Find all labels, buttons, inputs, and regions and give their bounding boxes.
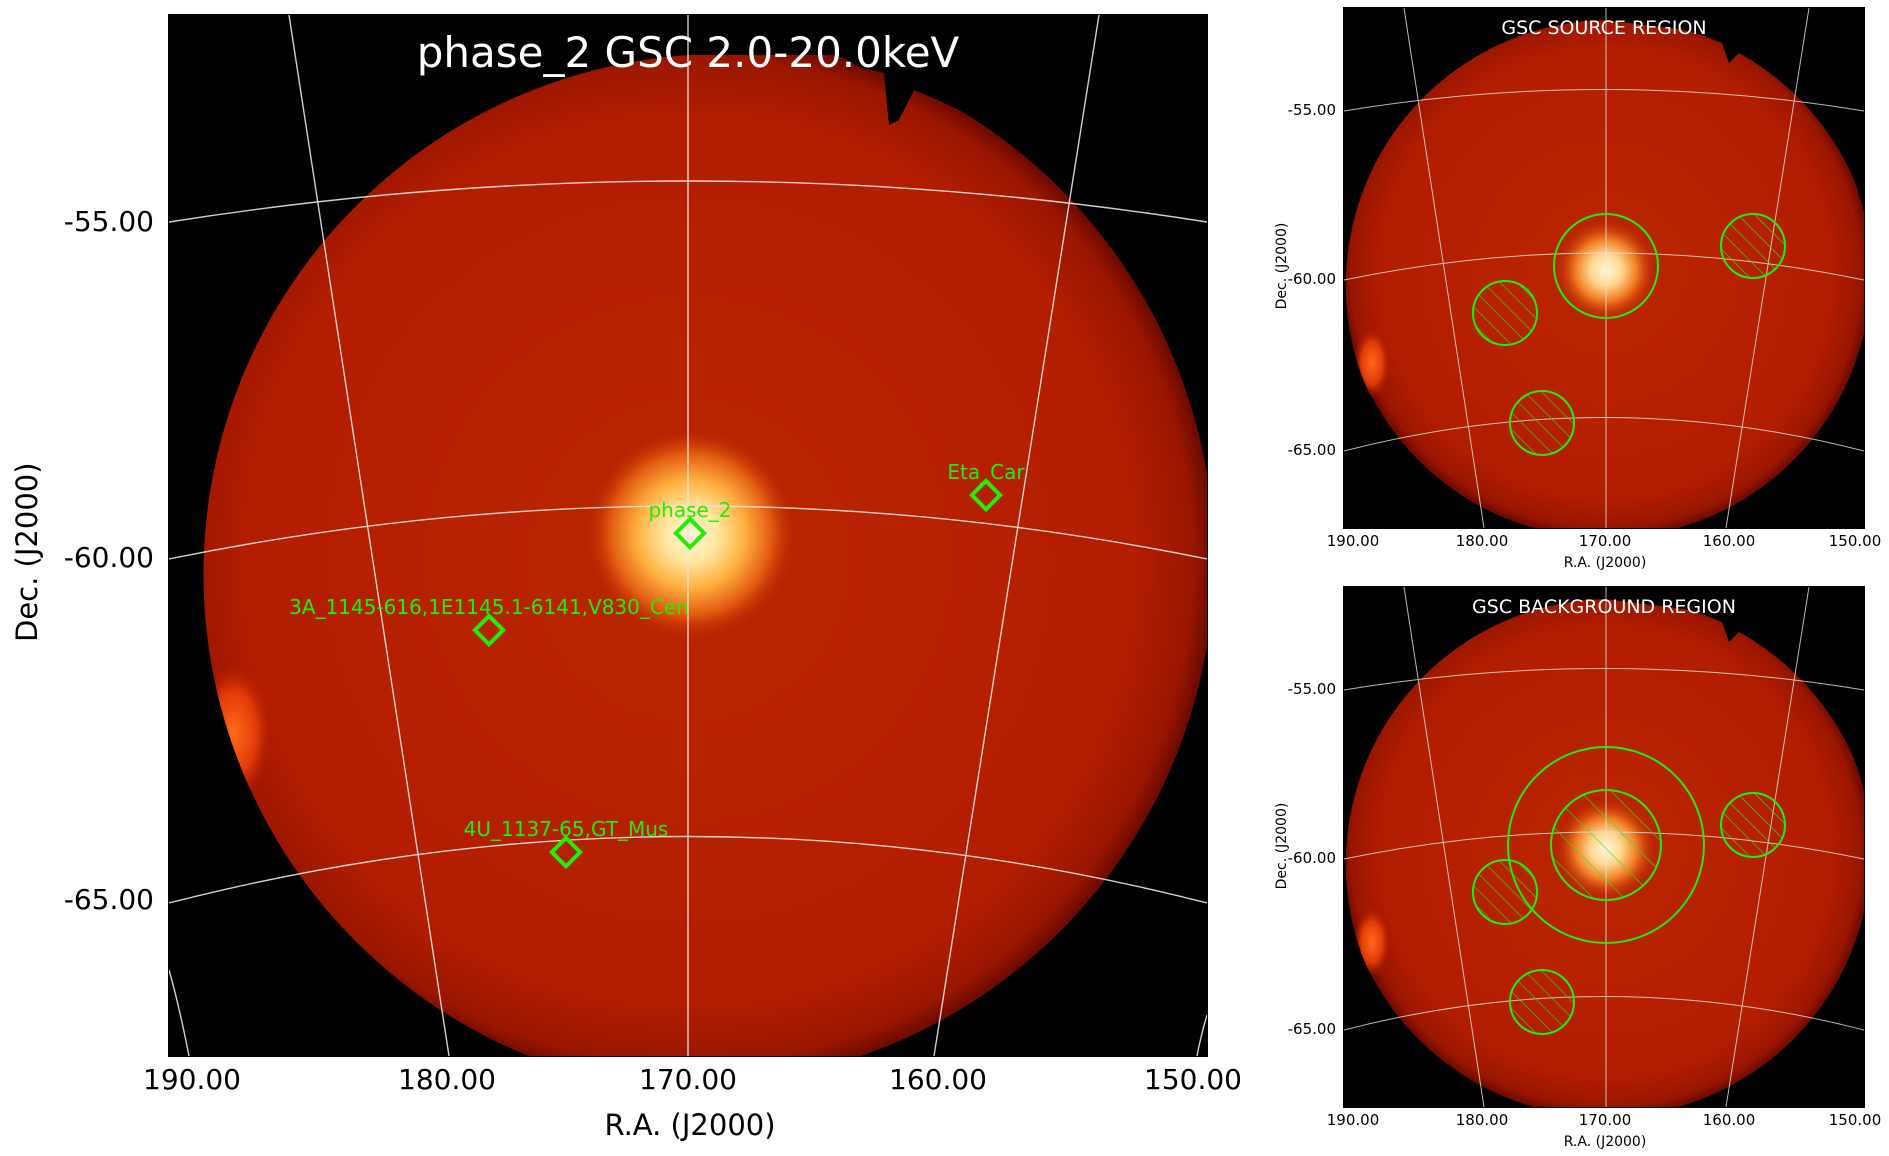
excluded-region-circle[interactable] [1472, 859, 1538, 925]
main-title: phase_2 GSC 2.0-20.0keV [417, 28, 960, 77]
background-region-image[interactable]: GSC BACKGROUND REGION [1343, 586, 1865, 1108]
main-y-tick: -65.00 [63, 883, 154, 916]
marker-phase-2[interactable] [673, 516, 707, 551]
main-x-axis-label: R.A. (J2000) [604, 1108, 776, 1142]
background-x-tick: 150.00 [1828, 1111, 1882, 1129]
background-y-tick: -55.00 [1287, 680, 1336, 698]
main-x-tick: 150.00 [1144, 1063, 1242, 1096]
main-x-tick: 190.00 [143, 1063, 241, 1096]
background-x-tick: 170.00 [1578, 1111, 1632, 1129]
main-y-tick: -55.00 [63, 205, 154, 238]
source-y-axis-label: Dec. (J2000) [1274, 222, 1290, 310]
source-x-axis-label: R.A. (J2000) [1563, 555, 1647, 571]
label-3a-1145: 3A_1145-616,1E1145.1-6141,V830_Cen [289, 595, 689, 619]
background-region-svg: GSC BACKGROUND REGION [1344, 587, 1864, 1107]
marker-eta-car[interactable] [969, 478, 1003, 513]
source-x-tick: 160.00 [1702, 532, 1756, 550]
source-markers [472, 478, 1003, 870]
source-y-tick: -60.00 [1287, 270, 1336, 288]
main-y-axis-label: Dec. (J2000) [10, 462, 44, 642]
label-4u-1137: 4U_1137-65,GT_Mus [464, 817, 669, 841]
label-eta-car: Eta_Car [947, 460, 1025, 484]
source-extraction-circle[interactable] [1553, 213, 1659, 319]
source-x-tick: 180.00 [1455, 532, 1509, 550]
source-region-circles [1472, 213, 1786, 456]
background-annulus-outer-circle[interactable] [1507, 746, 1705, 944]
excluded-region-circle[interactable] [1720, 213, 1786, 279]
marker-3a-1145[interactable] [472, 613, 506, 648]
background-annulus-inner-circle[interactable] [1550, 789, 1662, 901]
excluded-region-circle[interactable] [1720, 792, 1786, 858]
bright-source-glow [583, 426, 799, 642]
main-sky-svg: phase_2 GSC 2.0-20.0keV phase_2 Eta_Car … [169, 15, 1207, 1056]
background-x-tick: 160.00 [1702, 1111, 1756, 1129]
marker-4u-1137[interactable] [549, 835, 583, 870]
coordinate-grid [169, 15, 1207, 1056]
background-region-title: GSC BACKGROUND REGION [1472, 596, 1736, 618]
main-sky-image[interactable]: phase_2 GSC 2.0-20.0keV phase_2 Eta_Car … [168, 14, 1208, 1057]
excluded-region-circle[interactable] [1472, 280, 1538, 346]
label-phase-2: phase_2 [648, 498, 731, 522]
source-y-tick: -65.00 [1287, 441, 1336, 459]
excluded-region-circle[interactable] [1509, 969, 1575, 1035]
background-y-axis-label: Dec. (J2000) [1274, 802, 1290, 890]
source-x-tick: 150.00 [1828, 532, 1882, 550]
source-region-title: GSC SOURCE REGION [1501, 17, 1706, 39]
background-x-axis-label: R.A. (J2000) [1563, 1134, 1647, 1150]
background-x-tick: 180.00 [1455, 1111, 1509, 1129]
main-x-tick: 180.00 [398, 1063, 496, 1096]
source-y-tick: -55.00 [1287, 101, 1336, 119]
source-x-tick: 190.00 [1326, 532, 1380, 550]
background-region-circles [1472, 746, 1786, 1035]
source-region-svg: GSC SOURCE REGION [1344, 8, 1864, 528]
background-x-tick: 190.00 [1326, 1111, 1380, 1129]
excluded-region-circle[interactable] [1509, 390, 1575, 456]
main-y-tick: -60.00 [63, 541, 154, 574]
background-y-tick: -60.00 [1287, 849, 1336, 867]
source-x-tick: 170.00 [1578, 532, 1632, 550]
main-x-tick: 170.00 [639, 1063, 737, 1096]
background-y-tick: -65.00 [1287, 1020, 1336, 1038]
source-region-image[interactable]: GSC SOURCE REGION [1343, 7, 1865, 529]
main-x-tick: 160.00 [889, 1063, 987, 1096]
